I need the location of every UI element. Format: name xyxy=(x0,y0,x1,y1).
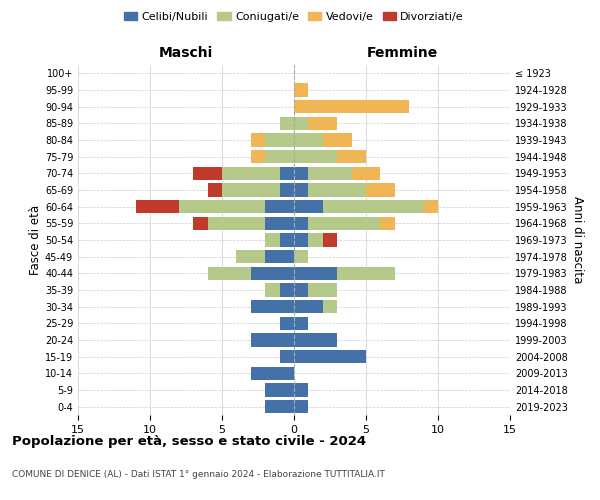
Bar xyxy=(193,166,222,180)
Bar xyxy=(265,216,294,230)
Bar xyxy=(222,166,280,180)
Bar xyxy=(294,134,323,146)
Bar xyxy=(208,216,265,230)
Bar xyxy=(265,134,294,146)
Bar xyxy=(265,384,294,396)
Bar xyxy=(265,234,280,246)
Text: Maschi: Maschi xyxy=(159,46,213,60)
Y-axis label: Anni di nascita: Anni di nascita xyxy=(571,196,584,284)
Bar xyxy=(294,200,323,213)
Bar xyxy=(308,184,366,196)
Bar xyxy=(308,284,337,296)
Bar xyxy=(366,184,395,196)
Bar xyxy=(294,84,308,96)
Bar xyxy=(251,150,265,164)
Bar xyxy=(294,334,337,346)
Bar xyxy=(265,250,294,264)
Bar xyxy=(380,216,395,230)
Bar xyxy=(280,234,294,246)
Bar xyxy=(265,150,294,164)
Bar xyxy=(308,116,337,130)
Bar xyxy=(294,100,409,114)
Bar xyxy=(280,316,294,330)
Bar xyxy=(323,300,337,314)
Bar xyxy=(236,250,265,264)
Bar xyxy=(265,400,294,413)
Bar xyxy=(251,266,294,280)
Bar xyxy=(251,334,294,346)
Bar xyxy=(337,266,395,280)
Bar xyxy=(337,150,366,164)
Bar xyxy=(294,116,308,130)
Bar xyxy=(294,400,308,413)
Bar xyxy=(308,234,323,246)
Bar xyxy=(208,184,222,196)
Bar xyxy=(280,116,294,130)
Legend: Celibi/Nubili, Coniugati/e, Vedovi/e, Divorziati/e: Celibi/Nubili, Coniugati/e, Vedovi/e, Di… xyxy=(119,8,469,26)
Bar xyxy=(136,200,179,213)
Text: COMUNE DI DENICE (AL) - Dati ISTAT 1° gennaio 2024 - Elaborazione TUTTITALIA.IT: COMUNE DI DENICE (AL) - Dati ISTAT 1° ge… xyxy=(12,470,385,479)
Bar xyxy=(308,166,352,180)
Bar xyxy=(294,250,308,264)
Bar xyxy=(294,384,308,396)
Bar xyxy=(265,200,294,213)
Bar xyxy=(294,216,308,230)
Bar xyxy=(294,150,337,164)
Bar xyxy=(323,134,352,146)
Bar xyxy=(280,184,294,196)
Bar xyxy=(352,166,380,180)
Text: Femmine: Femmine xyxy=(367,46,437,60)
Bar xyxy=(294,350,366,364)
Bar xyxy=(280,350,294,364)
Bar xyxy=(251,366,294,380)
Bar xyxy=(294,234,308,246)
Bar xyxy=(323,200,424,213)
Bar xyxy=(294,184,308,196)
Bar xyxy=(294,300,323,314)
Bar xyxy=(294,316,308,330)
Bar xyxy=(193,216,208,230)
Bar xyxy=(323,234,337,246)
Bar xyxy=(222,184,280,196)
Text: Popolazione per età, sesso e stato civile - 2024: Popolazione per età, sesso e stato civil… xyxy=(12,435,366,448)
Bar xyxy=(251,300,294,314)
Bar xyxy=(251,134,265,146)
Bar xyxy=(424,200,438,213)
Bar xyxy=(265,284,280,296)
Bar xyxy=(294,284,308,296)
Y-axis label: Fasce di età: Fasce di età xyxy=(29,205,42,275)
Bar xyxy=(208,266,251,280)
Bar xyxy=(294,166,308,180)
Bar xyxy=(308,216,380,230)
Bar xyxy=(280,284,294,296)
Bar xyxy=(294,266,337,280)
Bar xyxy=(179,200,265,213)
Bar xyxy=(280,166,294,180)
